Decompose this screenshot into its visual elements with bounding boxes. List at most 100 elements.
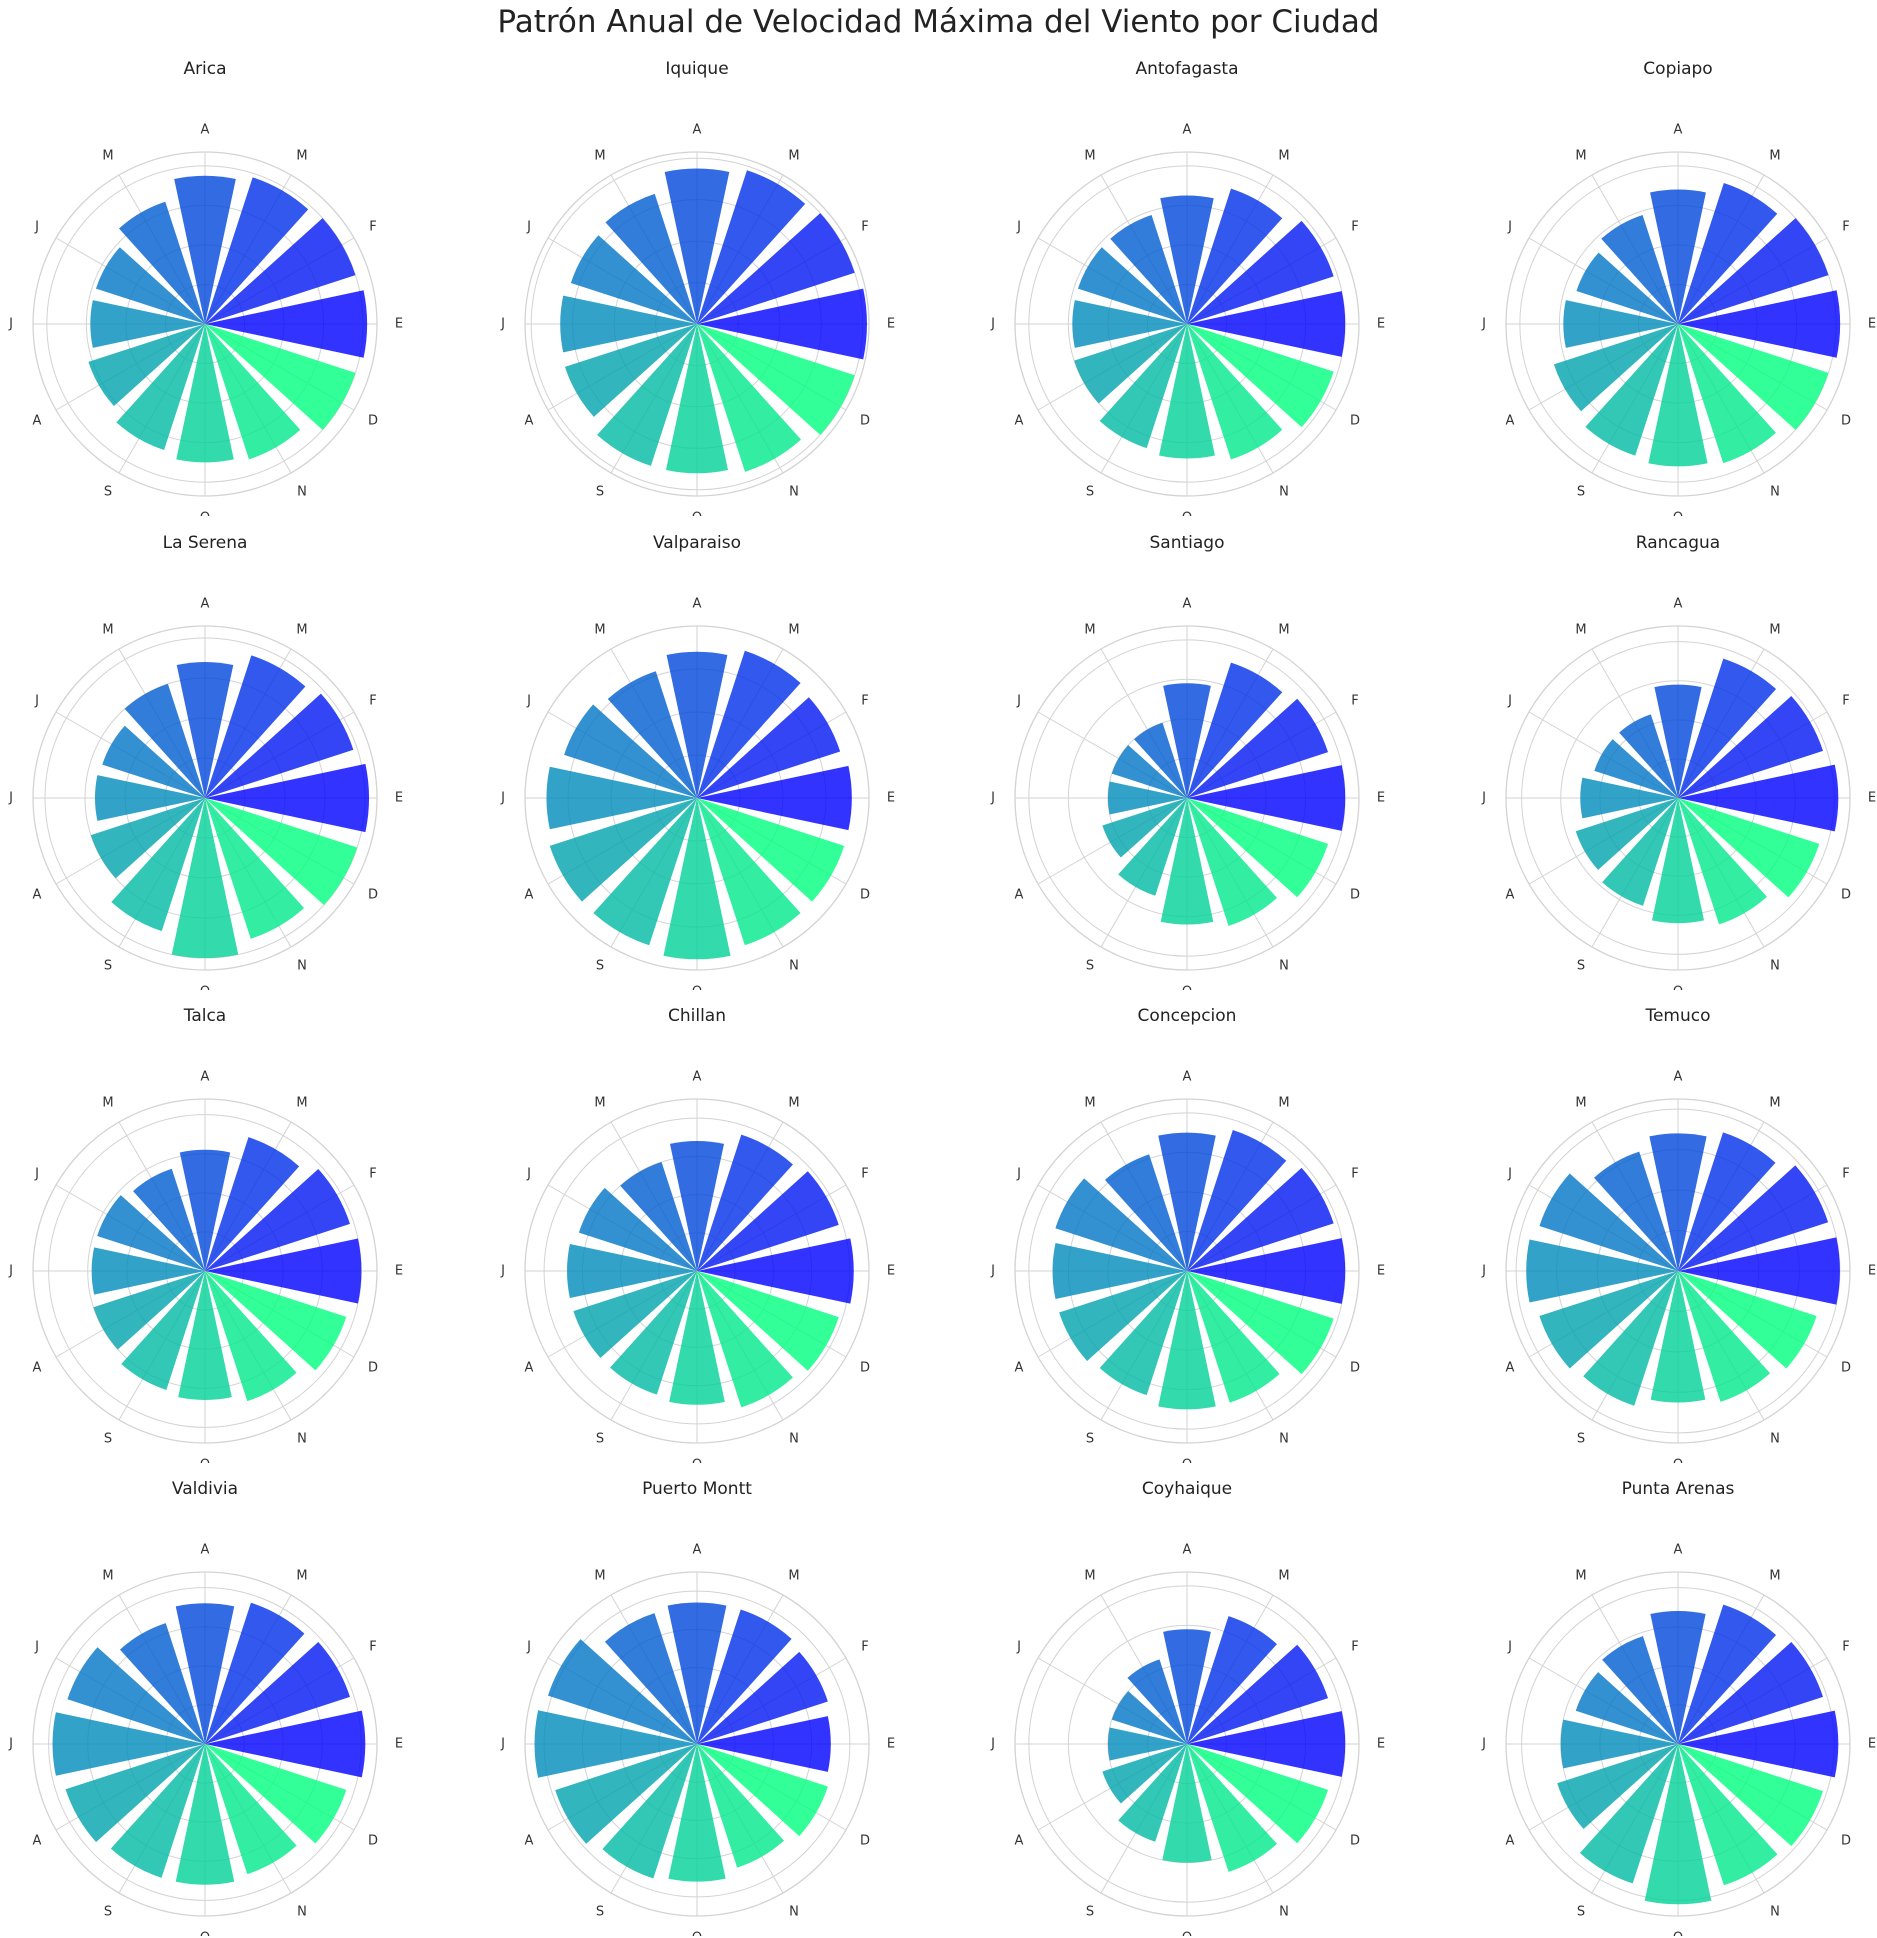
polar-chart: E F M A M J J A S O N D	[990, 1543, 1385, 1937]
bar-11	[205, 1271, 297, 1402]
bar-7	[1072, 300, 1187, 348]
bar-4	[664, 168, 730, 324]
subplot-arica: Arica E F M A M J J A S O N D	[0, 58, 415, 518]
bar-7	[1107, 1727, 1187, 1761]
bar-6	[564, 704, 697, 798]
bar-2	[1187, 220, 1334, 324]
month-label: D	[860, 888, 870, 903]
month-label: E	[1377, 1264, 1385, 1279]
subplot-temuco: Temuco E F M A M J J A S O N D	[1468, 1005, 1877, 1465]
month-label: M	[1575, 1568, 1586, 1583]
month-label: A	[525, 1361, 534, 1376]
month-label: N	[1770, 1905, 1780, 1920]
bar-1	[205, 1238, 362, 1304]
bar-1	[697, 1238, 854, 1304]
month-label: M	[296, 622, 307, 637]
month-label: M	[1769, 622, 1780, 637]
month-label: N	[297, 1905, 307, 1920]
month-label: F	[861, 1167, 868, 1182]
bar-12	[1187, 324, 1334, 428]
bar-12	[1678, 798, 1820, 898]
bar-5	[119, 201, 205, 324]
month-label: M	[1769, 1568, 1780, 1583]
month-label: E	[1377, 1737, 1385, 1752]
month-label: M	[1575, 148, 1586, 163]
bar-2	[1678, 695, 1823, 798]
subplot-title: Chillan	[667, 1006, 726, 1026]
bar-4	[1163, 1629, 1211, 1744]
month-label: J	[1507, 694, 1512, 709]
polar-chart: E F M A M J J A S O N D	[8, 597, 403, 991]
bar-12	[205, 324, 356, 430]
month-label: A	[33, 414, 42, 429]
month-label: D	[1841, 888, 1851, 903]
month-label: A	[1183, 123, 1192, 138]
bar-8	[555, 1744, 697, 1844]
polar-chart: E F M A M J J A S O N D	[1481, 1070, 1876, 1464]
bar-9	[610, 1271, 697, 1395]
month-label: A	[525, 414, 534, 429]
bar-9	[1579, 1744, 1678, 1884]
bar-12	[697, 1271, 839, 1371]
bar-10	[1159, 324, 1215, 459]
bar-6	[1576, 252, 1678, 324]
bar-4	[669, 1141, 725, 1271]
bar-5	[605, 193, 697, 324]
bar-3	[1678, 1604, 1777, 1744]
month-label: M	[1084, 1095, 1095, 1110]
bar-11	[1678, 1744, 1778, 1886]
polar-chart: E F M A M J J A S O N D	[1481, 1543, 1876, 1937]
month-label: E	[887, 1264, 895, 1279]
bar-6	[1111, 745, 1187, 798]
bar-12	[697, 324, 855, 435]
month-label: J	[34, 1640, 39, 1655]
bar-11	[205, 1744, 297, 1875]
bar-8	[88, 324, 205, 407]
bar-8	[65, 1744, 205, 1843]
bar-5	[1110, 214, 1187, 324]
bar-7	[52, 1712, 206, 1776]
bar-12	[1187, 1744, 1329, 1844]
month-label: S	[1577, 1905, 1585, 1920]
month-label: A	[1015, 1834, 1024, 1849]
month-label: J	[500, 1737, 505, 1752]
bar-12	[1187, 1271, 1334, 1375]
bar-10	[176, 324, 234, 463]
bar-3	[697, 1609, 792, 1744]
subplot-chillan: Chillan E F M A M J J A S O N D	[487, 1005, 907, 1465]
bar-3	[697, 170, 806, 324]
bar-11	[1187, 798, 1277, 926]
bar-4	[1649, 1133, 1707, 1271]
month-label: A	[33, 1834, 42, 1849]
bar-6	[578, 1187, 697, 1271]
bar-4	[179, 1149, 231, 1271]
month-label: J	[1481, 1737, 1486, 1752]
bar-3	[697, 1134, 793, 1271]
bar-2	[1678, 1165, 1829, 1271]
bar-7	[560, 295, 697, 353]
bar-3	[1187, 188, 1283, 324]
month-label: N	[297, 959, 307, 974]
bar-10	[669, 1271, 725, 1405]
month-label: A	[1015, 1361, 1024, 1376]
bar-6	[570, 235, 697, 324]
bar-6	[97, 1195, 205, 1271]
month-label: F	[1842, 694, 1849, 709]
subplot-title: Talca	[183, 1006, 227, 1026]
month-label: J	[526, 694, 531, 709]
month-label: M	[1278, 622, 1289, 637]
month-label: F	[861, 220, 868, 235]
month-label: F	[369, 1640, 376, 1655]
subplot-title: Iquique	[665, 59, 729, 79]
month-label: A	[1183, 1070, 1192, 1085]
month-label: J	[500, 791, 505, 806]
month-label: M	[1084, 148, 1095, 163]
bar-6	[1111, 1691, 1187, 1744]
polar-chart: E F M A M J J A S O N D	[990, 123, 1385, 517]
bar-9	[1118, 798, 1187, 896]
bar-4	[176, 662, 234, 798]
bar-7	[534, 1710, 697, 1778]
month-label: J	[990, 1264, 995, 1279]
month-label: J	[990, 791, 995, 806]
bar-5	[1104, 1154, 1187, 1271]
